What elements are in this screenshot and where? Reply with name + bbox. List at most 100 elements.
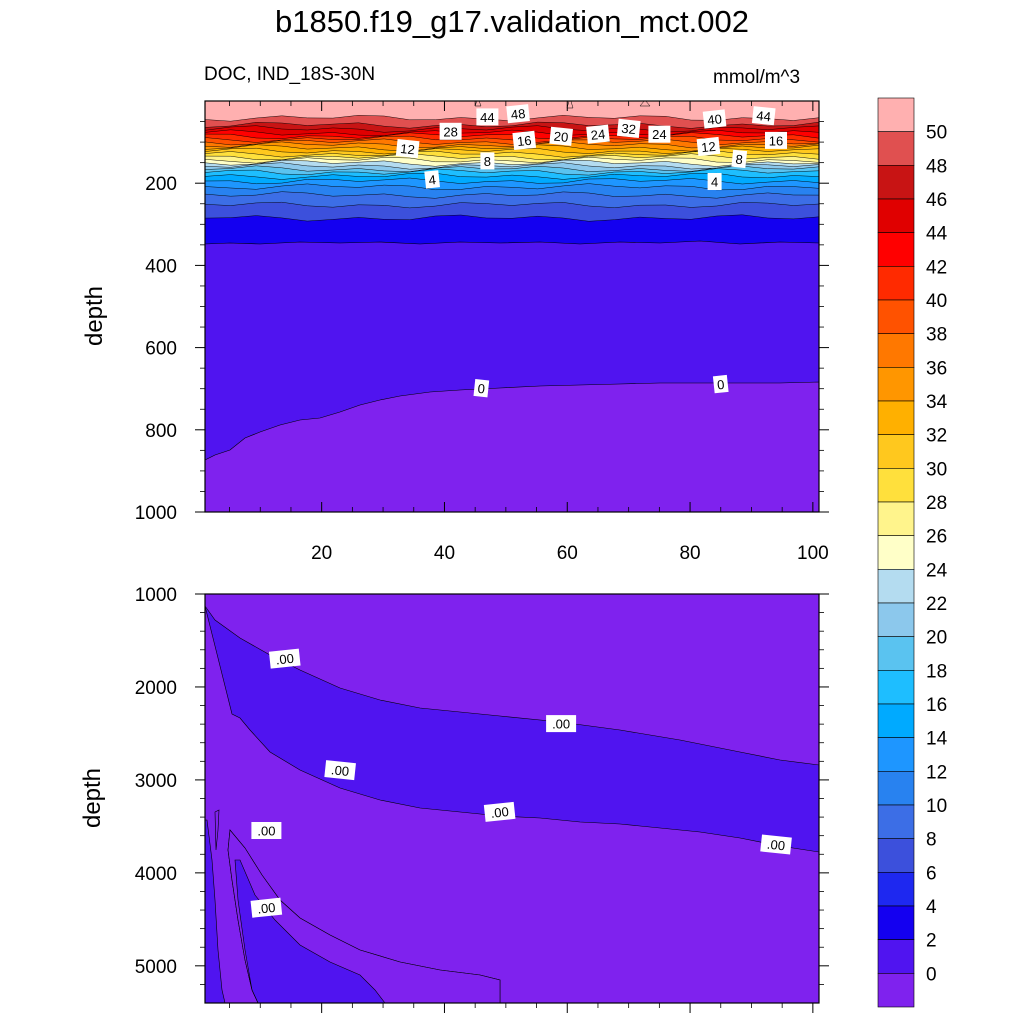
x-tick-label-60: 60 bbox=[557, 543, 578, 564]
colorbar-label-32: 32 bbox=[926, 426, 947, 447]
x-tick-label-100: 100 bbox=[797, 543, 829, 564]
surface-peaks bbox=[474, 101, 651, 109]
upper-contour-label: 40 bbox=[702, 109, 727, 129]
colorbar-box bbox=[877, 973, 915, 1008]
colorbar-box bbox=[877, 468, 915, 503]
upper-contour-label-text: 4 bbox=[428, 172, 437, 188]
upper-contour-label-text: 12 bbox=[701, 139, 717, 155]
colorbar-box bbox=[877, 872, 915, 907]
deep-contour-label-text: .00 bbox=[552, 717, 570, 732]
upper-contour-label: 16 bbox=[512, 130, 537, 151]
colorbar-box bbox=[877, 232, 915, 267]
upper-contour-label-text: 44 bbox=[756, 108, 772, 124]
colorbar-box bbox=[877, 670, 915, 705]
deep-contour-label: .00 bbox=[251, 822, 282, 839]
upper-contour-label-text: 12 bbox=[400, 141, 416, 157]
deep-contour-label-text: .00 bbox=[275, 651, 295, 668]
upper-contour-label: 4 bbox=[424, 170, 440, 189]
peak-48-c bbox=[639, 101, 651, 107]
deep-y-tick-label-5000: 5000 bbox=[135, 957, 177, 978]
deep-contour-panel bbox=[205, 594, 819, 1003]
colorbar-label-2: 2 bbox=[926, 931, 937, 952]
upper-contour-label-text: 32 bbox=[621, 121, 637, 137]
upper-contour-label-text: 4 bbox=[711, 175, 718, 190]
deep-contour-label: .00 bbox=[546, 715, 577, 733]
colorbar-label-44: 44 bbox=[926, 224, 948, 245]
colorbar-label-50: 50 bbox=[926, 123, 947, 144]
colorbar-label-8: 8 bbox=[926, 830, 937, 851]
upper-contour-label: 32 bbox=[616, 118, 641, 139]
colorbar-label-10: 10 bbox=[926, 796, 947, 817]
figure-title: b1850.f19_g17.validation_mct.002 bbox=[275, 4, 749, 39]
colorbar-box bbox=[877, 804, 915, 839]
colorbar-label-14: 14 bbox=[926, 729, 948, 750]
colorbar-box bbox=[877, 434, 915, 469]
upper-contour-label: 20 bbox=[549, 126, 573, 146]
deep-contour-label: .00 bbox=[760, 834, 792, 855]
deep-contour-label-text: .00 bbox=[766, 837, 786, 854]
upper-contour-label: 44 bbox=[476, 108, 499, 126]
upper-contour-label-text: 0 bbox=[477, 381, 486, 397]
colorbar-box bbox=[877, 636, 915, 671]
colorbar-box bbox=[877, 501, 915, 536]
colorbar-label-24: 24 bbox=[926, 560, 948, 581]
colorbar-box bbox=[877, 703, 915, 738]
upper-contour-label-text: 40 bbox=[707, 111, 723, 127]
colorbar-label-20: 20 bbox=[926, 628, 947, 649]
colorbar-box bbox=[877, 939, 915, 974]
upper-contour-label: 8 bbox=[731, 149, 748, 169]
colorbar-label-12: 12 bbox=[926, 762, 947, 783]
colorbar-label-0: 0 bbox=[926, 964, 937, 985]
colorbar-box bbox=[877, 602, 915, 637]
colorbar-label-22: 22 bbox=[926, 594, 947, 615]
colorbar-box bbox=[877, 400, 915, 435]
colorbar-box bbox=[877, 165, 915, 200]
upper-contour-label: 12 bbox=[395, 138, 420, 159]
upper-contour-label-text: 48 bbox=[510, 106, 526, 122]
deep-contour-label-text: .00 bbox=[257, 900, 277, 917]
upper-contour-label: 16 bbox=[765, 131, 787, 149]
colorbar-box bbox=[877, 299, 915, 334]
axes-group: 20 40 60 80 10020040060080010001000200030004… bbox=[135, 101, 829, 1013]
colorbar-label-4: 4 bbox=[926, 897, 937, 918]
colorbar-box bbox=[877, 569, 915, 604]
colorbar-group: 5048464442403836343230282624222018161412… bbox=[877, 97, 948, 1008]
region-fill-below-0 bbox=[205, 381, 819, 512]
peak-48-b bbox=[566, 101, 574, 109]
deep-contour-label: .00 bbox=[268, 648, 301, 669]
x-tick-label-40: 40 bbox=[434, 543, 455, 564]
deep-contour-label: .00 bbox=[324, 760, 356, 781]
colorbar-box bbox=[877, 905, 915, 940]
x-tick-label-80: 80 bbox=[679, 543, 700, 564]
units-label: mmol/m^3 bbox=[713, 67, 801, 88]
upper-contour-label-text: 24 bbox=[652, 127, 666, 142]
deep-y-tick-label-3000: 3000 bbox=[135, 771, 177, 792]
deep-y-tick-label-1000: 1000 bbox=[135, 585, 177, 606]
upper-contour-label-text: 0 bbox=[716, 377, 725, 393]
upper-contour-label: 8 bbox=[480, 152, 495, 170]
colorbar-label-30: 30 bbox=[926, 459, 947, 480]
y-tick-label-600: 600 bbox=[145, 339, 177, 360]
colorbar-box bbox=[877, 838, 915, 873]
colorbar-box bbox=[877, 198, 915, 233]
colorbar-label-6: 6 bbox=[926, 863, 937, 884]
x-tick-label-20: 20 bbox=[311, 543, 332, 564]
deep-y-tick-label-4000: 4000 bbox=[135, 864, 177, 885]
deep-y-axis-title: depth bbox=[79, 768, 106, 828]
upper-y-axis-title: depth bbox=[81, 286, 108, 346]
deep-contour-label: .00 bbox=[483, 801, 516, 822]
colorbar-box bbox=[877, 367, 915, 402]
upper-contour-label-text: 24 bbox=[590, 126, 606, 142]
deep-sliver bbox=[214, 809, 220, 851]
colorbar-box bbox=[877, 771, 915, 806]
deep-contour-label-text: .00 bbox=[490, 804, 510, 821]
colorbar-box bbox=[877, 266, 915, 301]
y-tick-label-1000: 1000 bbox=[135, 503, 177, 524]
upper-contour-panel bbox=[205, 101, 819, 512]
deep-region-0-inner bbox=[227, 829, 501, 1003]
y-tick-label-200: 200 bbox=[145, 174, 177, 195]
upper-contour-label: 0 bbox=[712, 374, 729, 394]
upper-contour-label: 24 bbox=[648, 125, 671, 143]
colorbar-label-38: 38 bbox=[926, 325, 947, 346]
